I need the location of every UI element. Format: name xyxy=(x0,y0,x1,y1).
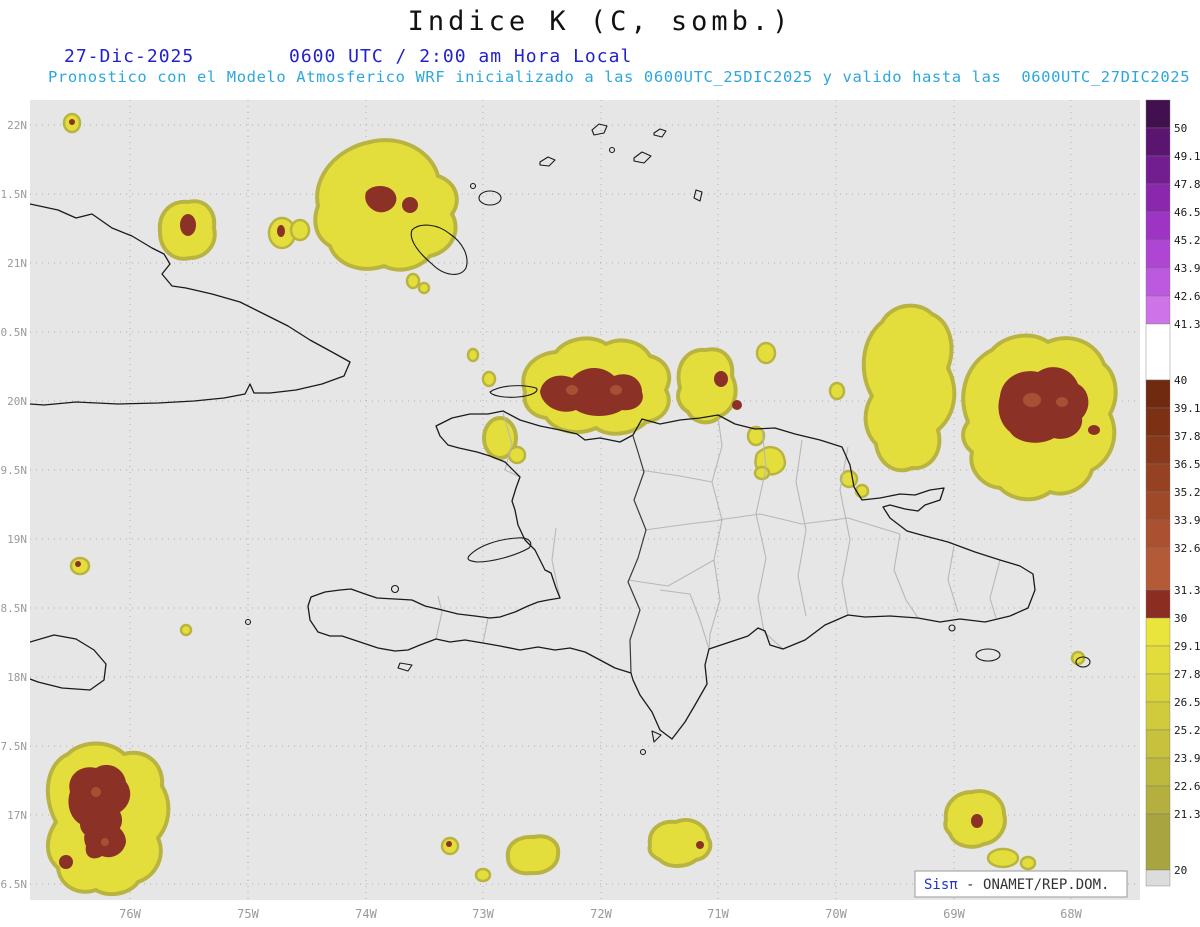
colorbar-tick: 43.9 xyxy=(1174,262,1200,275)
lat-label: 18N xyxy=(7,671,27,684)
lat-label: 9.5N xyxy=(1,464,28,477)
colorbar-segment xyxy=(1145,295,1171,325)
lat-label: 17N xyxy=(7,809,27,822)
colorbar-segment xyxy=(1145,407,1171,437)
colorbar-segment xyxy=(1145,519,1171,549)
colorbar-segment xyxy=(1145,183,1171,213)
colorbar-tick: 47.8 xyxy=(1174,178,1200,191)
province-boundaries xyxy=(435,412,1001,650)
colorbar-tick: 25.2 xyxy=(1174,724,1200,737)
colorbar-segment xyxy=(1145,757,1171,787)
lon-label: 71W xyxy=(707,907,729,921)
colorbar-tick: 37.8 xyxy=(1174,430,1200,443)
colorbar-tick: 50 xyxy=(1174,122,1187,135)
watermark: Sisπ - ONAMET/REP.DOM. xyxy=(914,870,1128,898)
colorbar-segment xyxy=(1145,463,1171,493)
colorbar-tick: 27.8 xyxy=(1174,668,1200,681)
colorbar-tick: 32.6 xyxy=(1174,542,1200,555)
colorbar-tick: 41.3 xyxy=(1174,318,1200,331)
pi-icon: π xyxy=(949,877,958,893)
lon-label: 74W xyxy=(355,907,377,921)
colorbar-segment xyxy=(1145,645,1171,675)
colorbar-tick: 20 xyxy=(1174,864,1187,877)
colorbar-segment xyxy=(1145,673,1171,703)
colorbar-segment xyxy=(1145,547,1171,591)
lon-label: 73W xyxy=(472,907,494,921)
colorbar-tick: 23.9 xyxy=(1174,752,1200,765)
lon-label: 76W xyxy=(119,907,141,921)
model-subtitle: Pronostico con el Modelo Atmosferico WRF… xyxy=(48,68,1191,86)
colorbar-tick: 26.5 xyxy=(1174,696,1200,709)
colorbar-segment xyxy=(1145,379,1171,409)
lon-label: 69W xyxy=(943,907,965,921)
colorbar-tick: 35.2 xyxy=(1174,486,1200,499)
lat-label: 1.5N xyxy=(1,188,28,201)
forecast-date: 27-Dic-2025 xyxy=(64,46,195,67)
grid-lines xyxy=(30,100,1140,900)
colorbar-segment xyxy=(1145,127,1171,157)
longitude-axis: 76W 75W 74W 73W 72W 71W 70W 69W 68W xyxy=(119,907,1082,921)
colorbar-segment xyxy=(1145,491,1171,521)
colorbar-segment xyxy=(1145,267,1171,297)
watermark-org: - ONAMET/REP.DOM. xyxy=(958,877,1110,893)
colorbar-segment xyxy=(1145,617,1171,647)
colorbar-tick: 42.6 xyxy=(1174,290,1200,303)
colorbar-segment xyxy=(1145,155,1171,185)
colorbar-tick: 22.6 xyxy=(1174,780,1200,793)
colorbar-segment xyxy=(1145,323,1171,381)
lon-label: 72W xyxy=(590,907,612,921)
colorbar-tick: 45.2 xyxy=(1174,234,1200,247)
colorbar-tick: 36.5 xyxy=(1174,458,1200,471)
colorbar-tick: 21.3 xyxy=(1174,808,1200,821)
colorbar-segment xyxy=(1145,813,1171,871)
colorbar-tick: 30 xyxy=(1174,612,1187,625)
watermark-text: Sisπ - ONAMET/REP.DOM. xyxy=(924,877,1109,893)
colorbar-tick: 29.1 xyxy=(1174,640,1200,653)
k-index-contours xyxy=(45,112,1118,897)
lat-label: 20N xyxy=(7,395,27,408)
lat-label: 6.5N xyxy=(1,878,28,891)
page-title: Indice K (C, somb.) xyxy=(407,6,793,37)
colorbar-tick: 46.5 xyxy=(1174,206,1200,219)
colorbar-segment xyxy=(1145,785,1171,815)
international-border xyxy=(627,435,647,674)
small-islands xyxy=(244,123,1091,756)
coastlines xyxy=(30,203,1036,740)
colorbar-segment xyxy=(1145,729,1171,759)
colorbar: 50 49.1 47.8 46.5 45.2 43.9 42.6 41.3 40… xyxy=(1145,99,1200,887)
colorbar-tick: 49.1 xyxy=(1174,150,1200,163)
colorbar-segment xyxy=(1145,435,1171,465)
latitude-axis: 22N 1.5N 21N 0.5N 20N 9.5N 19N 8.5N 18N … xyxy=(1,119,28,891)
colorbar-segment xyxy=(1145,589,1171,619)
colorbar-segment xyxy=(1145,701,1171,731)
lat-label: 21N xyxy=(7,257,27,270)
colorbar-segment xyxy=(1145,211,1171,241)
colorbar-tick: 39.1 xyxy=(1174,402,1200,415)
watermark-sis: Sis xyxy=(924,877,949,893)
lat-label: 19N xyxy=(7,533,27,546)
forecast-time: 0600 UTC / 2:00 am Hora Local xyxy=(289,46,633,67)
lat-label: 22N xyxy=(7,119,27,132)
lon-label: 68W xyxy=(1060,907,1082,921)
colorbar-tick: 40 xyxy=(1174,374,1187,387)
lat-label: 7.5N xyxy=(1,740,28,753)
lat-label: 0.5N xyxy=(1,326,28,339)
colorbar-tick: 33.9 xyxy=(1174,514,1200,527)
colorbar-tick: 31.3 xyxy=(1174,584,1200,597)
colorbar-segment xyxy=(1145,869,1171,887)
lon-label: 75W xyxy=(237,907,259,921)
colorbar-segment xyxy=(1145,99,1171,129)
lat-label: 8.5N xyxy=(1,602,28,615)
watermark-box xyxy=(914,870,1128,898)
lon-label: 70W xyxy=(825,907,847,921)
colorbar-segment xyxy=(1145,239,1171,269)
